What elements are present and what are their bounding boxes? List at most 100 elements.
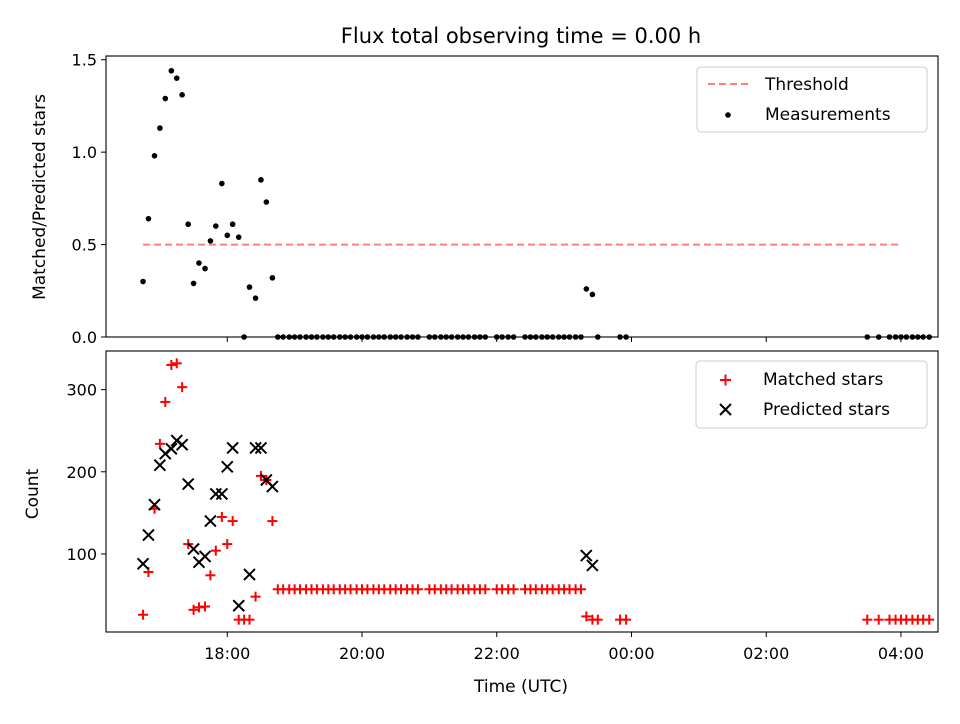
matched-stars-point (244, 614, 255, 625)
legend-measurements-label: Measurements (765, 105, 891, 125)
bottom-legend-box (695, 360, 928, 429)
predicted-stars-point (215, 487, 229, 501)
predicted-stars-point (181, 477, 195, 491)
y-tick-label: 200 (66, 463, 97, 482)
measurement-point (202, 265, 208, 272)
matched-stars-point (166, 359, 177, 370)
bottom-y-axis-label: Count (23, 468, 43, 519)
matched-stars-point (177, 382, 188, 393)
predicted-stars-point (175, 438, 189, 451)
y-tick-label: 1.0 (72, 143, 97, 162)
y-tick-label: 0.0 (72, 328, 97, 347)
matched-stars-point (188, 604, 199, 615)
measurement-point (246, 284, 253, 290)
predicted-stars-point (249, 441, 262, 455)
measurement-point (207, 238, 214, 244)
measurement-point (151, 153, 158, 159)
top-legend: Threshold Measurements (696, 66, 928, 133)
matched-stars-point (924, 614, 935, 625)
top-panel: 0.0 0.5 1.0 1.5 Matched/Predicted stars Thr… (30, 51, 939, 347)
measurement-point (219, 180, 225, 187)
predicted-stars-point (198, 550, 212, 563)
measurement-point (258, 177, 264, 183)
matched-stars-point (581, 611, 592, 622)
predicted-stars-point (204, 514, 217, 528)
bottom-y-ticks: 100 200 300 (66, 381, 106, 564)
predicted-stars-point (580, 549, 593, 562)
measurement-point (196, 260, 202, 266)
measurement-point (269, 275, 276, 281)
matched-stars-point (862, 614, 873, 625)
matched-stars-point (412, 584, 423, 595)
legend-matched-label: Matched stars (763, 370, 883, 390)
x-tick-label: 00:00 (608, 644, 654, 663)
legend-threshold-label: Threshold (764, 75, 849, 95)
legend-matched-swatch (720, 374, 731, 386)
predicted-stars-point (165, 442, 178, 455)
bottom-axes-frame (105, 350, 939, 633)
predicted-stars-point (187, 542, 200, 556)
top-legend-box (696, 66, 928, 133)
measurement-point (173, 75, 180, 81)
legend-predicted-swatch (719, 403, 732, 416)
measurement-point (145, 215, 152, 222)
predicted-stars-point (142, 528, 155, 542)
matched-stars-point (222, 539, 233, 550)
matched-stars-point (200, 601, 211, 612)
x-tick-label: 18:00 (204, 644, 250, 663)
measurement-point (179, 92, 185, 98)
x-tick-label: 22:00 (474, 644, 520, 663)
x-axis-label: Time (UTC) (473, 677, 568, 697)
x-tick-label: 20:00 (339, 644, 385, 663)
measurement-point (235, 234, 242, 240)
measurement-point (140, 278, 146, 285)
bottom-panel: 100 200 300 18:00 20:00 22:00 00:00 02:00 04:00… (23, 350, 939, 697)
matched-stars-point (205, 570, 216, 581)
predicted-stars-point (266, 480, 279, 493)
y-tick-label: 1.5 (72, 51, 97, 70)
measurement-point (252, 295, 259, 301)
legend-measurements-swatch (725, 112, 731, 118)
matched-stars-point (621, 614, 632, 625)
measurement-point (224, 232, 231, 239)
matched-stars-point (210, 545, 221, 556)
measurement-point (162, 95, 169, 102)
matched-stars-point (508, 584, 519, 595)
measurement-point (213, 223, 219, 229)
measurement-point (190, 280, 197, 287)
top-y-ticks: 0.0 0.5 1.0 1.5 (72, 51, 106, 347)
x-tick-label: 04:00 (878, 644, 924, 663)
measurement-point (157, 125, 163, 131)
predicted-stars-point (586, 559, 599, 572)
matched-stars-point (267, 516, 278, 527)
matched-stars-point (138, 609, 149, 620)
matched-stars-point (154, 438, 165, 449)
y-tick-label: 100 (66, 545, 97, 564)
legend-predicted-label: Predicted stars (763, 400, 890, 420)
y-tick-label: 0.5 (72, 236, 97, 255)
predicted-stars-point (232, 599, 245, 612)
predicted-stars-point (243, 568, 256, 581)
y-tick-label: 300 (66, 381, 97, 400)
bottom-legend: Matched stars Predicted stars (695, 360, 928, 429)
matched-stars-point (592, 614, 603, 625)
predicted-stars-point (254, 441, 268, 455)
x-tick-label: 02:00 (743, 644, 789, 663)
measurement-point (583, 286, 590, 292)
predicted-stars-point (226, 441, 239, 455)
top-axes-frame (105, 55, 939, 338)
top-y-axis-label: Matched/Predicted stars (30, 94, 50, 300)
measurement-point (168, 67, 175, 74)
matched-stars-point (160, 396, 171, 407)
measurement-point (185, 221, 191, 228)
top-x-ticks (226, 337, 902, 342)
matched-stars-point (216, 511, 227, 522)
matched-stars-point (250, 591, 261, 602)
matched-stars-point (873, 614, 884, 625)
bottom-x-ticks: 18:00 20:00 22:00 00:00 02:00 04:00 (204, 632, 924, 663)
matched-stars-point (480, 584, 491, 595)
matched-stars-point (575, 584, 586, 595)
predicted-stars-point (221, 460, 234, 474)
measurement-point (589, 291, 596, 298)
